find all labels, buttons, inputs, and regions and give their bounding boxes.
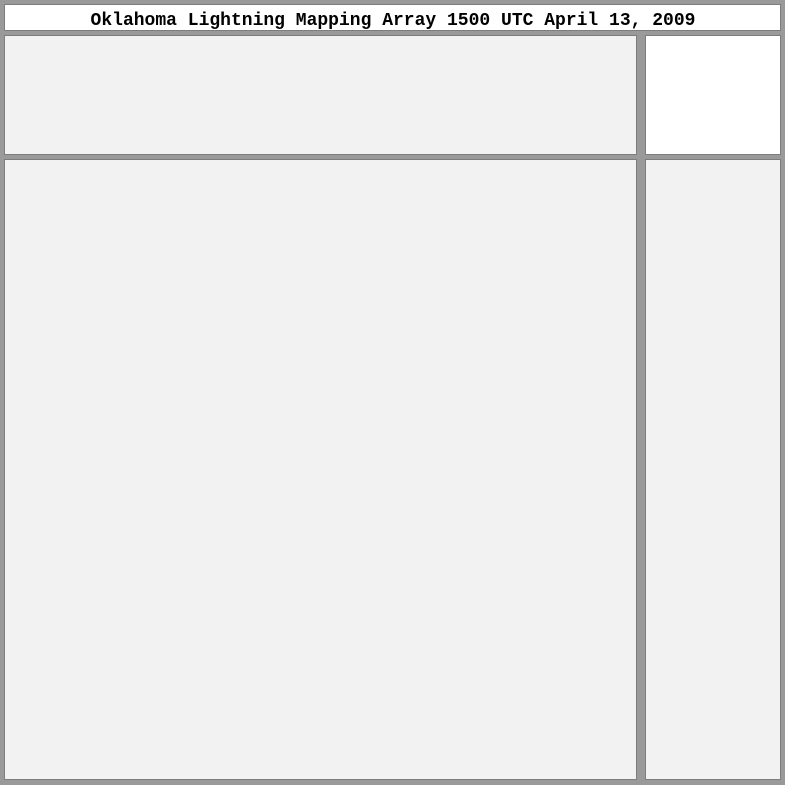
- svg-text:Oklahoma Lightning Mapping Arr: Oklahoma Lightning Mapping Array 1500 UT…: [91, 11, 696, 31]
